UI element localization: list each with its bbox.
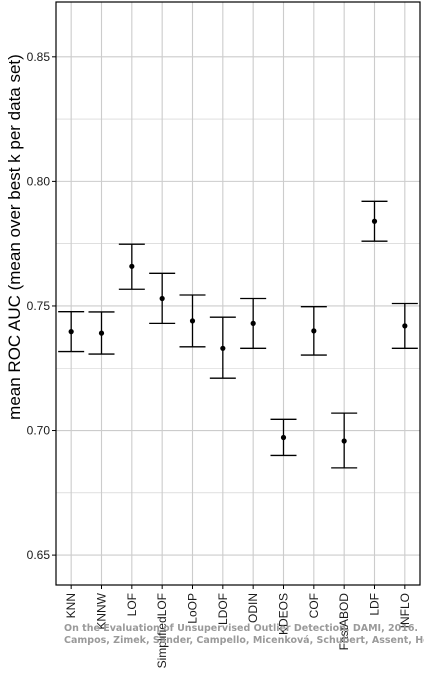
y-tick-label: 0.65 [27, 548, 51, 562]
x-tick-label: KNN [64, 593, 78, 618]
data-point [341, 438, 347, 444]
grid [56, 2, 420, 585]
x-tick-label: LDOF [216, 593, 230, 625]
y-tick-label: 0.75 [27, 299, 51, 313]
x-axis-ticks: KNN KNNW LOF SimplifiedLOF LoOP LDOF ODIN KDEOS… [64, 585, 412, 668]
x-tick-label: INFLO [398, 593, 412, 628]
data-point [220, 345, 226, 351]
x-tick-label: FastABOD [337, 593, 351, 651]
x-tick-label: KNNW [95, 592, 109, 629]
data-point [159, 295, 165, 302]
data-point [371, 218, 378, 224]
data-point [250, 320, 256, 326]
y-axis-label: mean ROC AUC (mean over best k per data … [5, 54, 24, 420]
x-tick-label: COF [307, 593, 321, 618]
y-tick-label: 0.85 [27, 50, 51, 64]
data-point [402, 323, 408, 329]
watermark: On the Evaluation of Unsupervised Outlie… [64, 623, 424, 646]
data-point [98, 330, 105, 336]
data-point [68, 329, 74, 335]
panel-border [55, 1, 421, 586]
data-point [129, 263, 135, 269]
data-point [311, 328, 317, 334]
data-points [68, 218, 408, 444]
watermark-line-1: On the Evaluation of Unsupervised Outlie… [64, 623, 418, 634]
watermark-line-2: Campos, Zimek, Sander, Campello, Micenko… [64, 635, 424, 646]
x-tick-label: LDF [368, 593, 382, 616]
x-tick-label: LOF [125, 593, 139, 616]
x-tick-label: LoOP [186, 593, 200, 624]
x-tick-label: ODIN [246, 593, 260, 623]
y-tick-label: 0.80 [27, 174, 51, 188]
data-point [280, 434, 287, 441]
x-tick-label: SimplifiedLOF [155, 593, 169, 668]
y-axis-ticks: 0.65 0.70 0.75 0.80 0.85 [27, 50, 56, 562]
error-bars [58, 200, 418, 469]
y-tick-label: 0.70 [27, 424, 51, 438]
data-point [189, 318, 196, 324]
x-tick-label: KDEOS [277, 593, 291, 635]
plot-panel [55, 1, 421, 586]
